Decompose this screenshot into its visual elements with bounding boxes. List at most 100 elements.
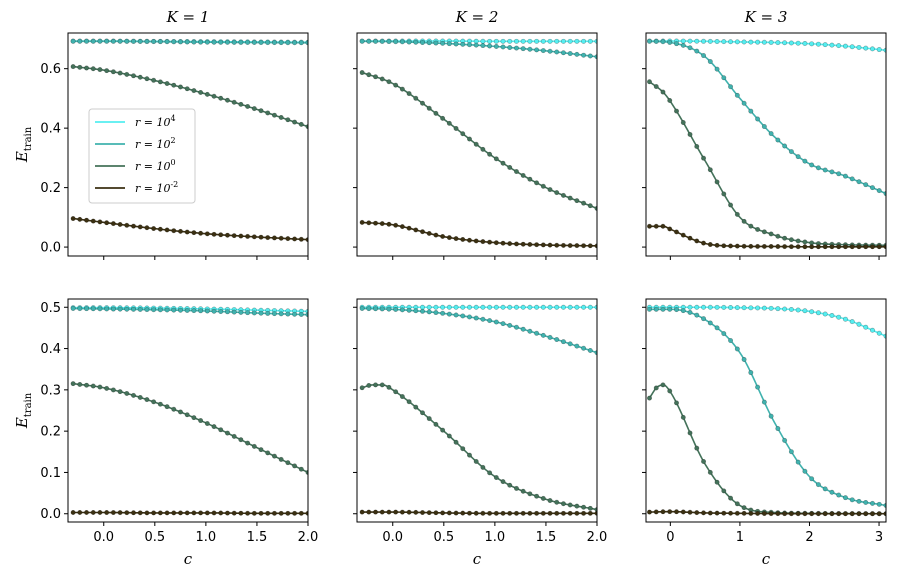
x-tick-label: 1.0 bbox=[196, 530, 217, 545]
data-point bbox=[77, 509, 83, 515]
data-point bbox=[70, 509, 76, 515]
data-point bbox=[721, 243, 727, 249]
data-point bbox=[741, 100, 747, 106]
x-tick-label: 3 bbox=[875, 530, 883, 545]
data-point bbox=[520, 510, 526, 516]
data-point bbox=[487, 304, 493, 310]
data-point bbox=[849, 511, 855, 517]
data-point bbox=[788, 40, 794, 46]
data-point bbox=[694, 510, 700, 516]
data-point bbox=[164, 404, 170, 410]
data-point bbox=[184, 229, 190, 235]
data-point bbox=[707, 242, 713, 248]
data-point bbox=[520, 488, 526, 494]
data-point bbox=[453, 439, 459, 445]
data-point bbox=[836, 511, 842, 517]
data-point bbox=[137, 74, 143, 80]
data-point bbox=[137, 394, 143, 400]
data-point bbox=[90, 38, 96, 44]
data-point bbox=[842, 173, 848, 179]
data-point bbox=[84, 306, 90, 312]
data-point bbox=[204, 421, 210, 427]
data-point bbox=[802, 468, 808, 474]
data-point bbox=[768, 231, 774, 237]
data-point bbox=[748, 510, 754, 516]
data-point bbox=[292, 510, 298, 516]
data-point bbox=[795, 459, 801, 465]
data-point bbox=[460, 131, 466, 137]
data-point bbox=[278, 40, 284, 46]
data-point bbox=[741, 305, 747, 311]
data-point bbox=[849, 319, 855, 325]
data-point bbox=[646, 306, 652, 312]
data-point bbox=[446, 41, 452, 47]
data-point bbox=[500, 321, 506, 327]
data-point bbox=[527, 46, 533, 52]
data-point bbox=[527, 304, 533, 310]
data-point bbox=[480, 146, 486, 152]
data-point bbox=[741, 510, 747, 516]
data-point bbox=[211, 308, 217, 314]
axes-frame bbox=[356, 298, 598, 523]
data-point bbox=[761, 124, 767, 130]
series-line-r=10^2 bbox=[362, 307, 597, 354]
data-point bbox=[534, 510, 540, 516]
x-axis-label: c bbox=[473, 550, 482, 568]
data-point bbox=[863, 45, 869, 51]
data-point bbox=[124, 390, 130, 396]
data-point bbox=[473, 315, 479, 321]
data-point bbox=[164, 81, 170, 87]
data-point bbox=[734, 39, 740, 45]
data-point bbox=[520, 46, 526, 52]
axes-frame bbox=[67, 32, 309, 257]
data-point bbox=[285, 117, 291, 123]
data-point bbox=[795, 511, 801, 517]
data-point bbox=[137, 224, 143, 230]
data-point bbox=[507, 164, 513, 170]
x-tick-label: 0.5 bbox=[433, 530, 454, 545]
data-point bbox=[574, 198, 580, 204]
data-point bbox=[97, 38, 103, 44]
data-point bbox=[292, 236, 298, 242]
data-point bbox=[748, 223, 754, 229]
x-tick-label: 2.0 bbox=[587, 530, 608, 545]
data-point bbox=[554, 190, 560, 196]
data-point bbox=[728, 338, 734, 344]
data-point bbox=[386, 221, 392, 227]
data-point bbox=[869, 46, 875, 52]
data-point bbox=[433, 421, 439, 427]
data-point bbox=[157, 510, 163, 516]
data-point bbox=[110, 387, 116, 393]
data-point bbox=[574, 510, 580, 516]
data-point bbox=[379, 509, 385, 515]
data-point bbox=[534, 330, 540, 336]
data-point bbox=[177, 84, 183, 90]
data-point bbox=[674, 229, 680, 235]
data-point bbox=[788, 449, 794, 455]
data-point bbox=[218, 510, 224, 516]
data-point bbox=[694, 445, 700, 451]
data-point bbox=[775, 306, 781, 312]
data-point bbox=[829, 42, 835, 48]
data-point bbox=[674, 307, 680, 313]
data-point bbox=[520, 241, 526, 247]
data-point bbox=[856, 511, 862, 517]
y-axis-label: Etrain bbox=[13, 126, 34, 163]
data-point bbox=[755, 510, 761, 516]
data-point bbox=[433, 510, 439, 516]
data-point bbox=[466, 314, 472, 320]
y-axis-label: Etrain bbox=[13, 392, 34, 429]
data-point bbox=[728, 39, 734, 45]
data-point bbox=[507, 38, 513, 44]
data-point bbox=[144, 397, 150, 403]
data-point bbox=[701, 53, 707, 59]
data-point bbox=[77, 216, 83, 222]
data-point bbox=[198, 510, 204, 516]
data-point bbox=[660, 306, 666, 312]
y-tick-label: 0.0 bbox=[40, 241, 61, 256]
data-point bbox=[70, 64, 76, 70]
data-point bbox=[413, 308, 419, 314]
series-line-r=10^2 bbox=[649, 308, 886, 507]
data-point bbox=[426, 105, 432, 111]
data-point bbox=[822, 167, 828, 173]
